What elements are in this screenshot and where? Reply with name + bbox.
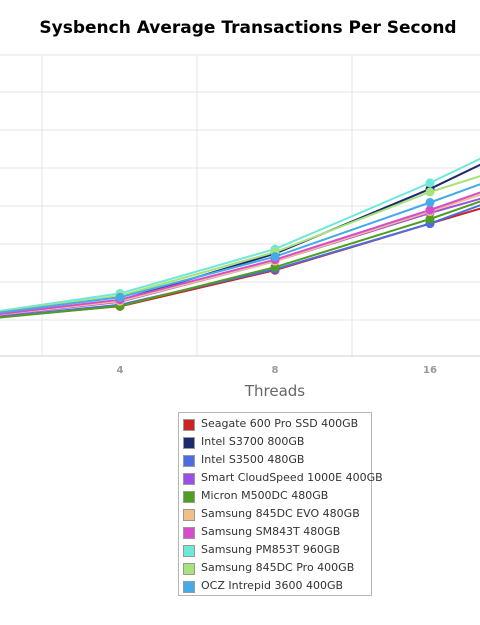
series-line [0,175,480,313]
series-line [0,191,480,315]
series-lines [0,157,480,319]
series-points [115,178,435,311]
legend-label: Smart CloudSpeed 1000E 400GB [201,471,383,484]
chart-title: Sysbench Average Transactions Per Second [39,18,457,38]
data-point [425,187,435,197]
data-point [115,292,125,302]
data-point [425,178,435,188]
legend-label: Samsung SM843T 480GB [201,525,341,538]
legend-swatch [183,563,195,575]
legend-label: Samsung PM853T 960GB [201,543,340,556]
x-tick-label: 16 [423,365,437,376]
legend-swatch [183,545,195,557]
x-axis-label: Threads [244,382,306,400]
legend-label: Seagate 600 Pro SSD 400GB [201,417,359,430]
series-line [0,193,480,316]
x-tick-label: 8 [272,365,279,376]
legend-swatch [183,491,195,503]
legend-swatch [183,527,195,539]
legend-swatch [183,437,195,449]
legend-swatch [183,419,195,431]
series-line [0,157,480,312]
x-tick-label: 4 [117,365,124,376]
legend-swatch [183,509,195,521]
series-line [0,163,480,315]
legend-label: Micron M500DC 480GB [201,489,329,502]
grid-lines [0,54,480,357]
legend-swatch [183,455,195,467]
series-line [0,197,480,317]
data-point [425,214,435,224]
data-point [425,205,435,215]
legend-label: Intel S3500 480GB [201,453,305,466]
x-tick-labels: 4 8 16 [117,365,437,376]
legend-swatch [183,581,195,593]
data-point [270,252,280,262]
legend-swatch [183,473,195,485]
legend-label: OCZ Intrepid 3600 400GB [201,579,344,592]
legend-label: Samsung 845DC EVO 480GB [201,507,360,520]
legend-label: Samsung 845DC Pro 400GB [201,561,355,574]
legend-label: Intel S3700 800GB [201,435,305,448]
data-point [425,197,435,207]
line-chart: 4 8 16 [0,54,480,376]
legend: Seagate 600 Pro SSD 400GB Intel S3700 800… [178,412,383,596]
